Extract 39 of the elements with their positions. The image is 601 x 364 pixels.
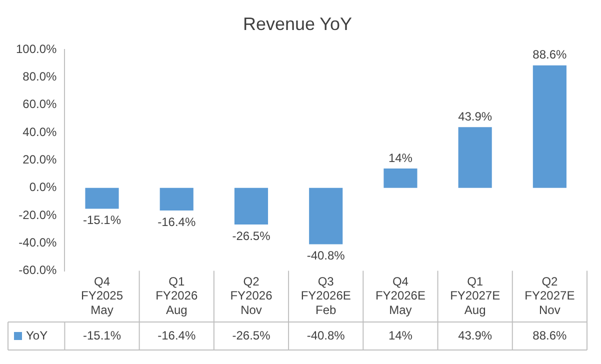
chart-title: Revenue YoY: [242, 14, 352, 34]
y-tick-label: 20.0%: [22, 152, 58, 167]
text: -40.8%: [306, 248, 345, 263]
y-tick-label: 100.0%: [16, 42, 58, 56]
data-label: -26.5%: [232, 328, 271, 342]
text: -16.4%: [158, 214, 196, 229]
bar: [458, 127, 492, 188]
y-tick-label: 40.0%: [22, 124, 58, 139]
bar: [234, 188, 268, 224]
text: -26.5%: [232, 228, 270, 243]
x-tick-label: Q4 FY2026E May: [375, 274, 426, 318]
y-tick-label: -40.0%: [18, 235, 58, 250]
x-tick-label: Q4 FY2025 May: [80, 274, 124, 318]
text: -15.1%: [82, 213, 122, 228]
legend-label: YoY: [26, 328, 48, 342]
y-tick-label: 60.0%: [22, 97, 58, 112]
bar: [384, 168, 418, 188]
text: 14%: [388, 150, 412, 165]
y-tick-label: -20.0%: [18, 208, 58, 222]
bar: [160, 188, 194, 211]
data-label: -40.8%: [306, 328, 346, 342]
data-label: -15.1%: [82, 328, 122, 342]
y-tick-label: 80.0%: [22, 70, 58, 84]
bar: [532, 65, 566, 188]
data-label: 88.6%: [532, 328, 568, 342]
data-label: 14%: [388, 328, 413, 342]
x-tick-label: Q3 FY2026E Feb: [300, 274, 351, 318]
text: 88.6%: [532, 48, 567, 62]
x-tick-label: Q1 FY2027E Aug: [450, 274, 500, 318]
x-tick-label: Q2 FY2027E Nov: [524, 274, 575, 318]
text: 43.9%: [458, 109, 492, 124]
y-tick-label: 0.0%: [29, 180, 58, 194]
x-tick-label: Q1 FY2026 Aug: [156, 274, 198, 318]
bar: [85, 188, 119, 209]
y-tick-label: -60.0%: [18, 263, 58, 278]
x-tick-label: Q2 FY2026 Nov: [230, 274, 273, 318]
data-label: 43.9%: [458, 328, 492, 342]
data-label: -16.4%: [158, 328, 196, 342]
bar: [309, 188, 343, 244]
